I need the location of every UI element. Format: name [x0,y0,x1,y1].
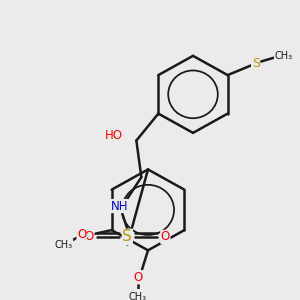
Text: CH₃: CH₃ [55,240,73,250]
Text: O: O [85,230,94,243]
Text: O: O [77,228,86,242]
Text: HO: HO [105,129,123,142]
Text: CH₃: CH₃ [274,51,293,61]
Text: O: O [161,230,170,243]
Text: CH₃: CH₃ [129,292,147,300]
Text: S: S [252,57,260,70]
Text: NH: NH [111,200,128,212]
Text: O: O [134,271,142,284]
Text: S: S [122,229,132,244]
